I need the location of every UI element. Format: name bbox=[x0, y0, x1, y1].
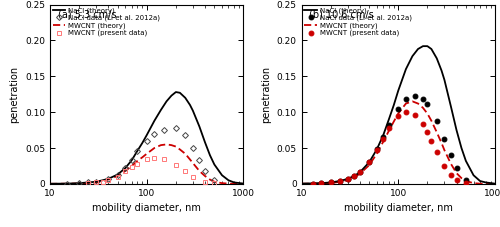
X-axis label: mobility diameter, nm: mobility diameter, nm bbox=[344, 203, 453, 213]
Text: (a) 5.3 cm/s: (a) 5.3 cm/s bbox=[58, 10, 116, 20]
Legend: NaCl (theory), NaCl data (Li et al. 2012a), MWCNT (theory), MWCNT (present data): NaCl (theory), NaCl data (Li et al. 2012… bbox=[52, 7, 161, 37]
Y-axis label: penetration: penetration bbox=[261, 66, 271, 123]
Text: (b) 10.6 cm/s: (b) 10.6 cm/s bbox=[310, 10, 374, 20]
Y-axis label: penetration: penetration bbox=[10, 66, 20, 123]
X-axis label: mobility diameter, nm: mobility diameter, nm bbox=[92, 203, 201, 213]
Legend: NaCl (theory), NaCl data (Li et al. 2012a), MWCNT (theory), MWCNT (present data): NaCl (theory), NaCl data (Li et al. 2012… bbox=[304, 7, 412, 37]
